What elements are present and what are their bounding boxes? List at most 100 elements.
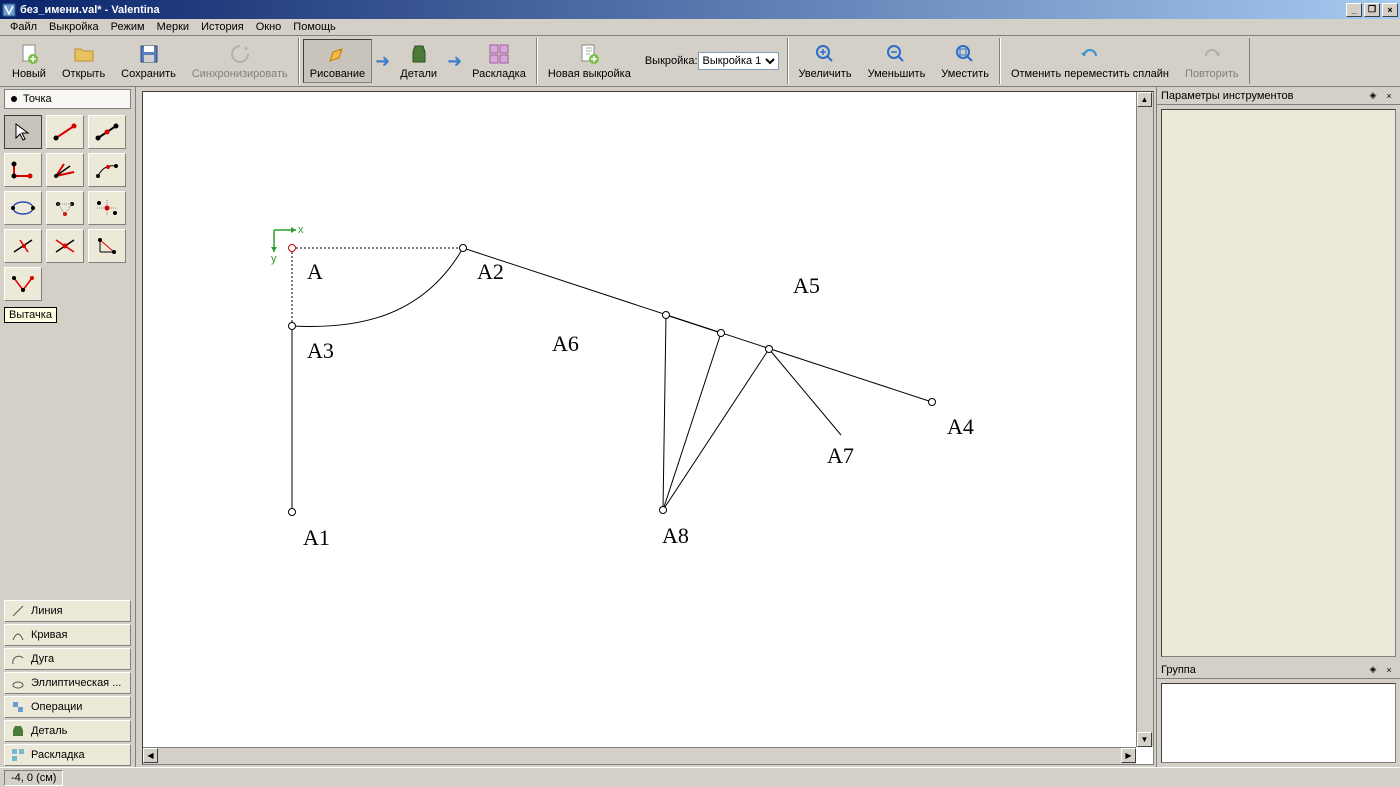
drawing-mode-button[interactable]: Рисование (303, 39, 372, 83)
section-line[interactable]: Линия (4, 600, 131, 622)
drawing-canvas[interactable]: xy AA2A3A1A5A6A4A7A8 ▲ ▼ ◀ ▶ (142, 91, 1154, 765)
undo-icon (1078, 42, 1102, 66)
point-label-A2: A2 (477, 259, 504, 285)
dock-close-button[interactable]: × (1382, 664, 1396, 676)
point-tools-grid (0, 111, 135, 305)
tool-options-title: Параметры инструментов (1161, 90, 1293, 102)
scroll-right-button[interactable]: ▶ (1121, 748, 1136, 763)
save-button[interactable]: Сохранить (114, 39, 183, 83)
menu-window[interactable]: Окно (250, 20, 288, 34)
zoom-in-button[interactable]: Увеличить (792, 39, 859, 83)
tool-triangle[interactable] (46, 191, 84, 225)
sync-button[interactable]: Синхронизировать (185, 39, 295, 83)
tool-options-body (1161, 109, 1396, 657)
main-toolbar: Новый Открыть Сохранить Синхронизировать… (0, 36, 1400, 87)
new-pattern-button[interactable]: Новая выкройка (541, 39, 638, 83)
section-curve[interactable]: Кривая (4, 624, 131, 646)
title-bar: без_имени.val* - Valentina _ ❐ × (0, 0, 1400, 19)
maximize-button[interactable]: ❐ (1364, 3, 1380, 17)
zoom-out-button[interactable]: Уменьшить (861, 39, 933, 83)
section-detail[interactable]: Деталь (4, 720, 131, 742)
arrow-icon: ➜ (447, 51, 462, 72)
tool-intersect-xy[interactable] (88, 191, 126, 225)
new-pattern-icon (577, 42, 601, 66)
details-mode-button[interactable]: Детали (393, 39, 444, 83)
line-icon (11, 604, 25, 618)
menu-history[interactable]: История (195, 20, 250, 34)
tool-contact[interactable] (4, 191, 42, 225)
dock-header-tool-options: Параметры инструментов ◈ × (1157, 87, 1400, 105)
point-label-A1: A1 (303, 525, 330, 551)
tool-along-line[interactable] (88, 115, 126, 149)
tool-perpendicular[interactable] (4, 229, 42, 263)
menu-pattern[interactable]: Выкройка (43, 20, 105, 34)
pattern-select[interactable]: Выкройка 1 (698, 52, 779, 70)
section-operations[interactable]: Операции (4, 696, 131, 718)
section-arc[interactable]: Дуга (4, 648, 131, 670)
layout-cat-icon (11, 748, 25, 762)
zoom-fit-button[interactable]: Уместить (934, 39, 996, 83)
zoom-out-icon (884, 42, 908, 66)
point-label-A3: A3 (307, 338, 334, 364)
point-label-A5: A5 (793, 273, 820, 299)
menu-file[interactable]: Файл (4, 20, 43, 34)
menu-help[interactable]: Помощь (287, 20, 342, 34)
tool-shoulder[interactable] (88, 153, 126, 187)
redo-button[interactable]: Повторить (1178, 39, 1246, 83)
close-button[interactable]: × (1382, 3, 1398, 17)
scroll-down-button[interactable]: ▼ (1137, 732, 1152, 747)
section-point[interactable]: Точка (4, 89, 131, 109)
drawing-icon (325, 42, 349, 66)
section-elliptical-arc[interactable]: Эллиптическая ... (4, 672, 131, 694)
dock-float-button[interactable]: ◈ (1366, 90, 1380, 102)
app-icon (2, 3, 16, 17)
sync-icon (228, 42, 252, 66)
point-label-A7: A7 (827, 443, 854, 469)
zoom-in-icon (813, 42, 837, 66)
minimize-button[interactable]: _ (1346, 3, 1362, 17)
status-bar: -4, 0 (см) (0, 767, 1400, 787)
operations-icon (11, 700, 25, 714)
svg-text:y: y (271, 253, 277, 265)
layout-mode-button[interactable]: Раскладка (465, 39, 533, 83)
new-button[interactable]: Новый (5, 39, 53, 83)
main-area: Точка Вытачка Линия Кривая Дуга Эллиптич… (0, 87, 1400, 767)
tool-dart[interactable] (4, 267, 42, 301)
zoom-fit-icon (953, 42, 977, 66)
redo-icon (1200, 42, 1224, 66)
open-folder-icon (72, 42, 96, 66)
details-icon (407, 42, 431, 66)
drawing-svg: xy (143, 92, 1153, 764)
horizontal-scrollbar[interactable]: ◀ ▶ (143, 747, 1136, 764)
undo-button[interactable]: Отменить переместить сплайн (1004, 39, 1176, 83)
dock-close-button[interactable]: × (1382, 90, 1396, 102)
scroll-left-button[interactable]: ◀ (143, 748, 158, 763)
menu-bar: Файл Выкройка Режим Мерки История Окно П… (0, 19, 1400, 36)
tool-line-intersect-axis[interactable] (46, 229, 84, 263)
point-label-A: A (307, 259, 323, 285)
point-label-A8: A8 (662, 523, 689, 549)
tool-pointer[interactable] (4, 115, 42, 149)
arc-icon (11, 652, 25, 666)
curve-icon (11, 628, 25, 642)
vertical-scrollbar[interactable]: ▲ ▼ (1136, 92, 1153, 747)
tool-panel: Точка Вытачка Линия Кривая Дуга Эллиптич… (0, 87, 136, 767)
dock-float-button[interactable]: ◈ (1366, 664, 1380, 676)
arrow-icon: ➜ (375, 51, 390, 72)
canvas-wrap: xy AA2A3A1A5A6A4A7A8 ▲ ▼ ◀ ▶ (136, 87, 1156, 767)
status-coords: -4, 0 (см) (4, 770, 63, 786)
open-button[interactable]: Открыть (55, 39, 112, 83)
elarc-icon (11, 676, 25, 690)
menu-mode[interactable]: Режим (105, 20, 151, 34)
tool-endpoint[interactable] (46, 115, 84, 149)
tool-height[interactable] (88, 229, 126, 263)
menu-measure[interactable]: Мерки (151, 20, 195, 34)
point-label-A6: A6 (552, 331, 579, 357)
tool-bisector[interactable] (46, 153, 84, 187)
section-layout[interactable]: Раскладка (4, 744, 131, 766)
detail-icon (11, 724, 25, 738)
dock-header-group: Группа ◈ × (1157, 661, 1400, 679)
group-body (1161, 683, 1396, 763)
scroll-up-button[interactable]: ▲ (1137, 92, 1152, 107)
tool-normal[interactable] (4, 153, 42, 187)
